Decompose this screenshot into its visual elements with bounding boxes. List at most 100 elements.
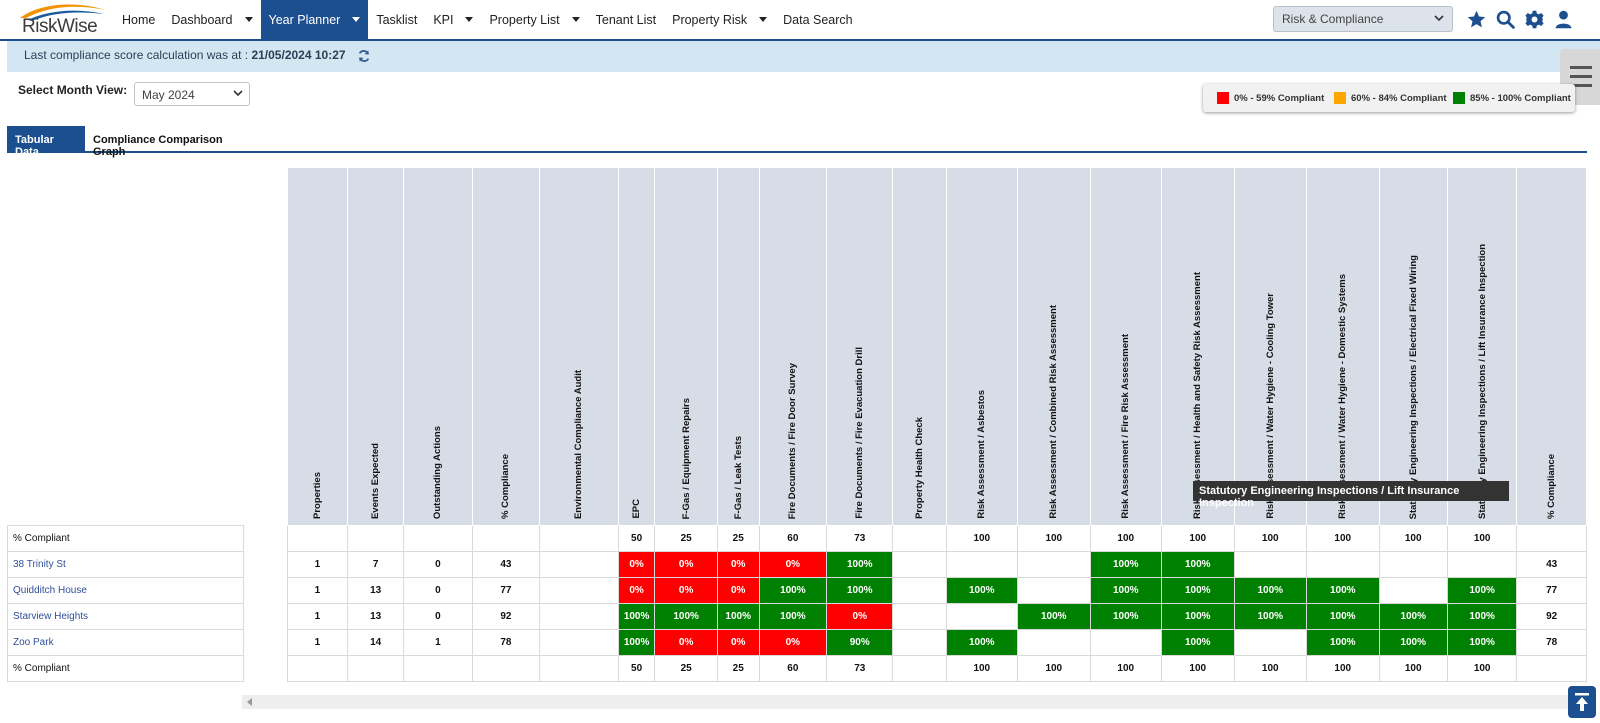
summary-cell: 100 <box>945 525 1019 552</box>
column-header-tooltip: Statutory Engineering Inspections / Lift… <box>1193 481 1509 509</box>
table-cell: 100% <box>945 629 1019 656</box>
scroll-left-icon[interactable] <box>247 698 252 706</box>
table-cell <box>1378 577 1448 604</box>
caret-down-icon[interactable] <box>352 17 361 22</box>
gear-icon[interactable] <box>1524 9 1545 30</box>
compliance-info-bar: Last compliance score calculation was at… <box>7 41 1600 72</box>
summary-cell: 73 <box>826 525 894 552</box>
nav-item-kpi[interactable]: KPI <box>425 0 481 39</box>
table-cell <box>1233 551 1308 578</box>
column-header: % Compliance <box>1516 167 1587 526</box>
summary-cell: 100 <box>1017 525 1091 552</box>
nav-item-dashboard[interactable]: Dashboard <box>163 0 260 39</box>
back-to-top-button[interactable] <box>1568 686 1596 718</box>
summary-cell: 50 <box>617 525 656 552</box>
table-cell: 0% <box>617 577 656 604</box>
table-cell: 1 <box>286 551 349 578</box>
property-link-38-trinity-st[interactable]: 38 Trinity St <box>7 551 244 578</box>
table-cell: 1 <box>286 603 349 630</box>
header-corner <box>7 167 244 526</box>
table-cell: 1 <box>286 629 349 656</box>
property-link-quidditch-house[interactable]: Quidditch House <box>7 577 244 604</box>
table-cell: 100% <box>826 551 894 578</box>
row-spacer <box>243 551 288 578</box>
table-cell: 43 <box>1516 551 1587 578</box>
nav-item-property-list[interactable]: Property List <box>481 0 587 39</box>
star-icon[interactable] <box>1466 9 1487 30</box>
table-cell: 100% <box>1089 577 1163 604</box>
column-header: Risk Assessment / Health and Safety Risk… <box>1161 167 1235 526</box>
nav-item-tenant-list[interactable]: Tenant List <box>588 0 664 39</box>
table-cell: 0% <box>654 551 718 578</box>
summary-row-top: % Compliant 50 25 25 60 73 100 100 100 100 100 100 1… <box>7 525 1587 552</box>
table-cell: 100% <box>1017 603 1091 630</box>
table-cell: 1 <box>403 629 473 656</box>
top-navbar: RiskWise Home Dashboard Year Planner Taskli… <box>0 0 1600 41</box>
user-icon[interactable] <box>1553 9 1574 30</box>
column-header: Fire Documents / Fire Door Survey <box>758 167 828 526</box>
table-cell <box>1446 551 1518 578</box>
summary-cell: 73 <box>826 655 894 682</box>
nav-item-label: Property Risk <box>672 12 748 27</box>
tab-compliance-comparison-graph[interactable]: Compliance Comparison Graph <box>93 134 223 158</box>
nav-item-property-risk[interactable]: Property Risk <box>664 0 775 39</box>
table-cell: 100% <box>1161 629 1235 656</box>
summary-cell: 60 <box>758 655 828 682</box>
table-cell <box>892 629 947 656</box>
summary-cell: 100 <box>1089 525 1163 552</box>
tab-tabular-data[interactable]: Tabular Data <box>7 126 85 158</box>
table-cell <box>1378 551 1448 578</box>
table-cell: 0% <box>716 577 760 604</box>
search-icon[interactable] <box>1495 9 1516 30</box>
summary-cell: 100 <box>1089 655 1163 682</box>
compliance-table: Properties Events Expected Outstanding Act… <box>7 167 1587 682</box>
nav-item-home[interactable]: Home <box>114 0 163 39</box>
summary-cell <box>403 525 473 552</box>
caret-down-icon[interactable] <box>465 17 474 22</box>
row-spacer <box>243 655 288 682</box>
refresh-icon[interactable] <box>357 49 371 63</box>
summary-cell <box>892 655 947 682</box>
column-header-label: F-Gas / Equipment Repairs <box>680 397 692 519</box>
nav-icon-group <box>1466 9 1574 30</box>
summary-cell: 25 <box>654 525 718 552</box>
summary-cell: 100 <box>1378 655 1448 682</box>
month-view-select[interactable]: May 2024 <box>134 82 250 106</box>
summary-cell: 100 <box>1161 655 1235 682</box>
table-cell: 77 <box>1516 577 1587 604</box>
table-cell: 7 <box>347 551 405 578</box>
caret-down-icon[interactable] <box>244 17 253 22</box>
nav-item-label: Property List <box>489 12 560 27</box>
table-cell: 100% <box>1161 603 1235 630</box>
legend-label-green: 85% - 100% Compliant <box>1470 92 1571 104</box>
table-cell: 78 <box>471 629 541 656</box>
nav-item-year-planner[interactable]: Year Planner <box>260 0 369 39</box>
module-select[interactable]: Risk & Compliance <box>1273 6 1453 32</box>
legend-label-amber: 60% - 84% Compliant <box>1351 92 1447 104</box>
summary-cell <box>286 655 349 682</box>
legend-swatch-green <box>1453 92 1465 104</box>
property-link-starview-heights[interactable]: Starview Heights <box>7 603 244 630</box>
table-cell <box>945 603 1019 630</box>
property-link-zoo-park[interactable]: Zoo Park <box>7 629 244 656</box>
caret-down-icon[interactable] <box>759 17 768 22</box>
nav-item-tasklist[interactable]: Tasklist <box>368 0 425 39</box>
main-menu: Home Dashboard Year Planner Tasklist KPI Prop… <box>114 0 861 39</box>
nav-item-label: Home <box>122 12 156 27</box>
caret-down-icon[interactable] <box>571 17 580 22</box>
table-cell <box>1017 629 1091 656</box>
horizontal-scrollbar[interactable] <box>242 695 1572 709</box>
table-cell: 0 <box>403 577 473 604</box>
table-cell: 100% <box>758 577 828 604</box>
table-cell: 100% <box>1089 551 1163 578</box>
table-cell: 92 <box>1516 603 1587 630</box>
nav-item-data-search[interactable]: Data Search <box>775 0 860 39</box>
table-cell: 100% <box>1161 551 1235 578</box>
table-cell: 0% <box>716 551 760 578</box>
table-cell: 100% <box>1306 577 1380 604</box>
hamburger-icon <box>1570 66 1592 87</box>
riskwise-logo[interactable]: RiskWise <box>18 2 110 38</box>
column-header-label: Properties <box>311 472 323 519</box>
compliance-legend: 0% - 59% Compliant 60% - 84% Compliant 8… <box>1203 84 1575 112</box>
table-header-row: Properties Events Expected Outstanding Act… <box>7 167 1587 526</box>
